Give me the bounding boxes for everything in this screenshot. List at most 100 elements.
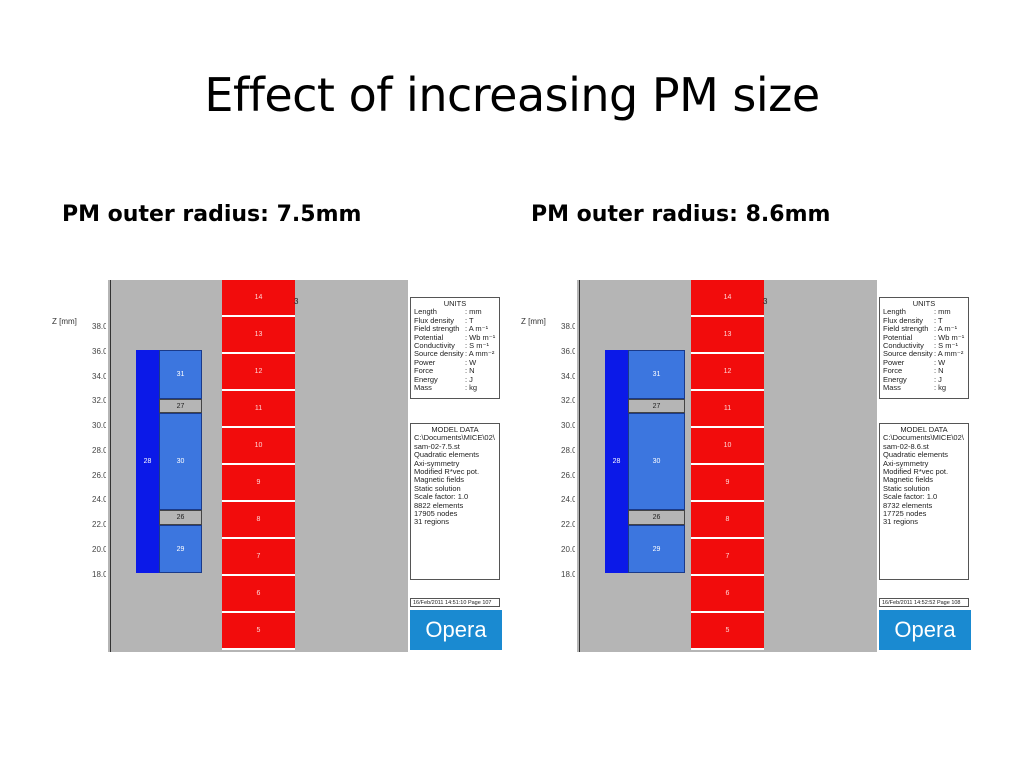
units-heading: UNITS [443,299,467,308]
coil-region: 12 [222,354,295,391]
y-tick: 38.0 [561,322,575,331]
model-data-line: C:\Documents\MICE\02\ [883,433,964,443]
unit-row: Length: mm [414,307,496,317]
unit-row: Mass : kg [414,383,496,393]
model-data-line: Quadratic elements [414,450,480,460]
coil-region: 13 [222,317,295,354]
unit-value: : S m⁻¹ [934,341,958,351]
unit-name: Source density [414,350,464,359]
unit-row: Length: mm [883,307,965,317]
model-data-line: 17725 nodes [883,509,927,519]
unit-name: Conductivity [883,342,924,351]
caption-left: PM outer radius: 7.5mm [62,202,362,227]
unit-value: : Wb m⁻¹ [465,332,496,342]
opera-view-left: Z [mm] 38.0 36.0 34.0 32.0 30.0 28.0 26.… [52,280,508,652]
y-tick: 18.0 [92,570,106,579]
unit-name: Flux density [883,316,924,325]
coil-region: 11 [222,391,295,428]
y-tick: 26.0 [92,471,106,480]
unit-row: Power: W [414,358,496,367]
unit-value: : A mm⁻² [934,349,964,359]
region-side-label: 3 [763,297,768,306]
unit-name: Source density [883,350,933,359]
unit-value: : kg [465,383,478,393]
region-side-label: 3 [294,297,299,306]
unit-value: : A mm⁻² [465,349,495,359]
coil-region: 11 [691,391,764,428]
coil-region: 5 [222,613,295,650]
unit-row: Mass: kg [883,383,965,393]
region-28: 28 [136,350,159,573]
model-data-line: sam-02-8.6.st [883,441,929,451]
unit-name: Energy [883,375,907,384]
y-tick: 18.0 [561,570,575,579]
region-26: 26 [159,510,202,525]
coil-region: 10 [222,428,295,465]
y-tick: 36.0 [92,347,106,356]
model-data-line: 8822 elements [414,500,464,510]
model-data-line: 8732 elements [883,500,933,510]
coil-region: 5 [691,613,764,650]
model-data-line: Axi-symmetry [883,458,929,468]
y-tick: 26.0 [561,471,575,480]
coil-region: 6 [691,576,764,613]
unit-row: Source density: A mm⁻² [883,349,965,359]
coil-region: 12 [691,354,764,391]
unit-row: Potential : Wb m⁻¹ [883,332,965,342]
region-30: 30 [159,413,202,510]
model-data-line: 17905 nodes [414,509,458,519]
region-27: 27 [159,399,202,413]
model-data-line: C:\Documents\MICE\02\ [414,433,495,443]
unit-name: Field strength [883,325,929,334]
model-data-line: Static solution [414,483,461,493]
model-data-line: Scale factor: 1.0 [414,492,469,502]
date-page-line: 16/Feb/2011 14:51:10 Page 107 [410,598,500,607]
model-data-line: sam-02-7.5.st [414,441,460,451]
coil-region: 7 [691,539,764,576]
coil-region: 6 [222,576,295,613]
unit-name: Power [414,358,436,367]
unit-value: : Wb m⁻¹ [934,332,965,342]
unit-name: Mass [414,384,432,393]
z-axis-label: Z [mm] [52,317,77,326]
unit-name: Flux density [414,316,455,325]
y-tick: 28.0 [561,446,575,455]
model-data-line: Axi-symmetry [414,458,460,468]
coil-region: 14 [691,280,764,317]
unit-row: Potential: Wb m⁻¹ [414,332,496,342]
z-axis-line [579,280,580,652]
date-page-line: 16/Feb/2011 14:52:52 Page 108 [879,598,969,607]
unit-row: Conductivity : S m⁻¹ [883,341,965,351]
coil-region: 13 [691,317,764,354]
model-data-line: Magnetic fields [883,475,934,485]
region-28: 28 [605,350,628,573]
unit-name: Field strength [414,325,460,334]
unit-row: Energy : J [883,374,965,384]
coil-region: 10 [691,428,764,465]
y-tick: 30.0 [92,421,106,430]
y-tick: 20.0 [561,545,575,554]
y-tick: 38.0 [92,322,106,331]
unit-row: Field strength: A m⁻¹ [414,324,496,334]
y-tick: 32.0 [92,396,106,405]
unit-row: Power: W [883,358,965,367]
unit-name: Potential [883,333,913,342]
unit-value: : kg [934,383,947,393]
region-30: 30 [628,413,685,510]
units-box: UNITS Length: mm Flux density: T Field s… [879,297,969,399]
model-data-line: 31 regions [883,517,919,527]
y-tick: 24.0 [561,495,575,504]
y-tick: 22.0 [561,520,575,529]
model-data-heading: MODEL DATA [431,425,479,434]
unit-name: Length [883,308,906,317]
unit-value: : J [934,374,942,384]
y-tick: 34.0 [561,372,575,381]
model-data-heading: MODEL DATA [900,425,948,434]
model-data-line: Scale factor: 1.0 [883,492,938,502]
region-29: 29 [159,525,202,573]
opera-view-right: Z [mm] 38.0 36.0 34.0 32.0 30.0 28.0 26.… [521,280,977,652]
y-tick: 34.0 [92,372,106,381]
unit-name: Length [414,308,437,317]
model-data-line: Static solution [883,483,930,493]
unit-row: Field strength: A m⁻¹ [883,324,965,334]
